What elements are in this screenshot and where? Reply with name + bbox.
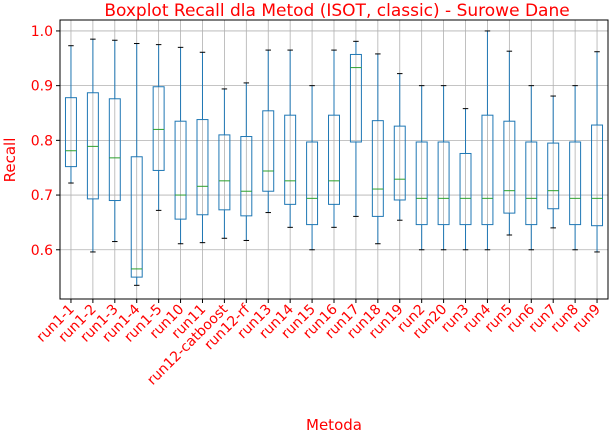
iqr-box bbox=[569, 141, 582, 226]
chart-title: Boxplot Recall dla Metod (ISOT, classic)… bbox=[104, 1, 569, 21]
y-axis-label: Recall bbox=[1, 138, 19, 183]
iqr-box bbox=[525, 141, 538, 226]
box-run4 bbox=[481, 30, 494, 251]
iqr-box bbox=[262, 110, 275, 192]
box-run1-1 bbox=[64, 45, 77, 184]
y-tick-label: 0.7 bbox=[31, 188, 53, 204]
box-run8 bbox=[569, 85, 582, 251]
y-axis: 0.6 0.7 0.8 0.9 1.0 bbox=[31, 24, 60, 259]
iqr-box bbox=[459, 152, 472, 226]
iqr-box bbox=[64, 97, 77, 168]
iqr-box bbox=[86, 92, 99, 200]
iqr-box bbox=[130, 156, 143, 278]
box-run17 bbox=[349, 40, 362, 217]
iqr-box bbox=[349, 53, 362, 143]
y-tick-label: 1.0 bbox=[31, 24, 53, 40]
iqr-box bbox=[415, 141, 428, 226]
y-tick-label: 0.6 bbox=[31, 243, 53, 259]
box-run15 bbox=[306, 85, 319, 251]
box-run14 bbox=[284, 49, 297, 228]
box-run12-catboost bbox=[218, 88, 231, 239]
box-run6 bbox=[525, 85, 538, 251]
iqr-box bbox=[481, 114, 494, 226]
iqr-box bbox=[108, 98, 121, 202]
iqr-box bbox=[218, 134, 231, 211]
box-run5 bbox=[503, 50, 516, 236]
iqr-box bbox=[591, 124, 604, 227]
box-run13 bbox=[262, 49, 275, 214]
box-run18 bbox=[371, 53, 384, 245]
box-run12-rf bbox=[240, 82, 253, 241]
box-layer bbox=[64, 30, 604, 286]
box-run3 bbox=[459, 108, 472, 251]
box-run20 bbox=[437, 85, 450, 251]
box-run1-2 bbox=[86, 38, 99, 253]
y-tick-label: 0.9 bbox=[31, 79, 53, 95]
iqr-box bbox=[196, 119, 209, 216]
box-run2 bbox=[415, 85, 428, 251]
x-axis: run1-1run1-2run1-3run1-4run1-5run10run11… bbox=[34, 299, 604, 388]
x-axis-label: Metoda bbox=[306, 416, 362, 434]
box-run10 bbox=[174, 46, 187, 245]
iqr-box bbox=[306, 141, 319, 226]
iqr-box bbox=[174, 120, 187, 220]
box-run1-3 bbox=[108, 39, 121, 243]
iqr-box bbox=[240, 136, 253, 217]
box-run1-5 bbox=[152, 44, 165, 211]
iqr-box bbox=[503, 120, 516, 214]
box-run9 bbox=[591, 51, 604, 253]
iqr-box bbox=[547, 142, 560, 210]
box-run1-4 bbox=[130, 43, 143, 286]
box-run11 bbox=[196, 51, 209, 244]
iqr-box bbox=[393, 125, 406, 201]
iqr-box bbox=[152, 86, 165, 171]
box-run16 bbox=[328, 49, 340, 228]
y-tick-label: 0.8 bbox=[31, 133, 53, 149]
box-run19 bbox=[393, 73, 406, 221]
box-run7 bbox=[547, 95, 560, 229]
iqr-box bbox=[328, 114, 340, 205]
iqr-box bbox=[284, 114, 297, 205]
iqr-box bbox=[437, 141, 450, 226]
iqr-box bbox=[371, 120, 384, 217]
